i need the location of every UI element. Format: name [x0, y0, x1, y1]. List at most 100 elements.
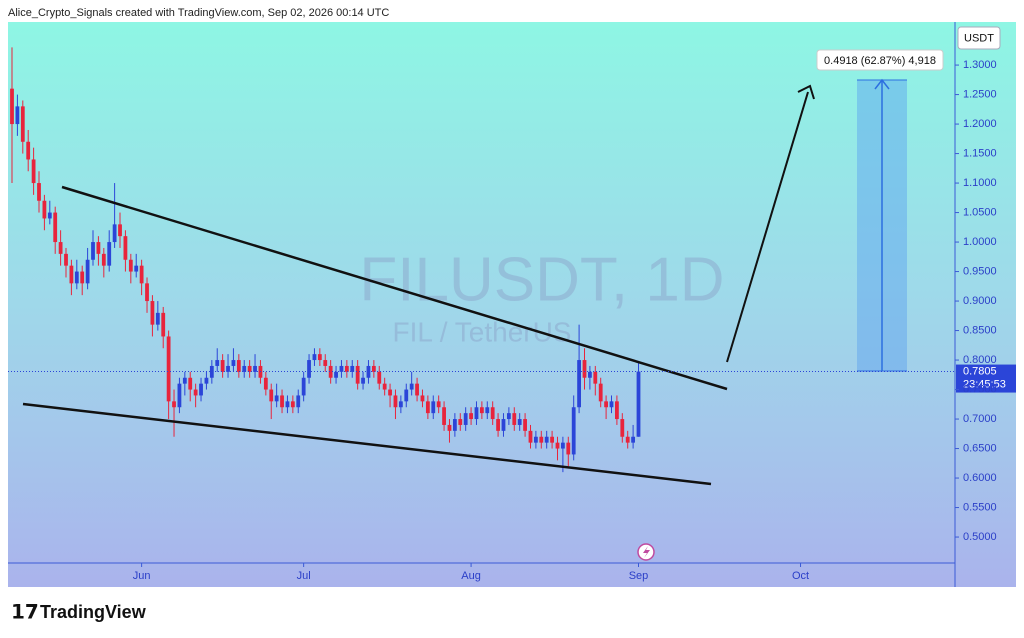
candle-body	[339, 365, 344, 372]
candle-body	[566, 442, 571, 455]
candle-body	[96, 242, 101, 254]
candle-body	[215, 360, 220, 366]
y-tick-label: 0.5500	[963, 501, 997, 513]
candle-body	[415, 383, 419, 396]
candle-body	[533, 436, 538, 443]
candle-body	[388, 389, 392, 396]
candle-body	[134, 265, 139, 272]
y-tick-label: 0.9500	[963, 265, 997, 277]
candle-body	[47, 212, 52, 219]
candle-body	[431, 401, 436, 414]
candle-body	[209, 365, 214, 378]
candle-body	[598, 383, 603, 402]
y-tick-label: 0.7000	[963, 413, 997, 425]
candle-body	[312, 354, 317, 361]
y-axis-label: USDT	[964, 32, 994, 44]
candle-body	[512, 413, 517, 425]
candle-body	[80, 271, 85, 284]
candle-body	[463, 413, 468, 425]
candle-body	[101, 253, 106, 266]
currency-box	[957, 26, 1001, 50]
arrow-head	[797, 84, 815, 100]
candle-body	[350, 365, 355, 372]
candle-body	[382, 383, 387, 390]
candle-body	[609, 401, 614, 408]
trend-line-lower	[22, 402, 712, 486]
candle-body	[479, 407, 484, 414]
last-price-label: 0.7805	[963, 365, 997, 377]
candle-body	[560, 442, 565, 449]
x-tick-label: Aug	[461, 570, 481, 582]
candle-body	[334, 371, 338, 378]
candle-body	[398, 401, 403, 408]
measure-arrow-head	[874, 78, 890, 90]
header-text: Alice_Crypto_Signals created with Tradin…	[8, 7, 389, 19]
candle-body	[112, 224, 117, 243]
candle-body	[631, 436, 636, 443]
y-tick-label: 1.0500	[963, 206, 997, 218]
candle-body	[280, 395, 284, 408]
candles	[10, 47, 641, 473]
candle-body	[31, 159, 36, 184]
candle-body	[420, 395, 425, 402]
candle-body	[371, 365, 376, 372]
candle-body	[247, 365, 252, 372]
candle-body	[528, 430, 533, 443]
x-tick-label: Jun	[133, 570, 151, 582]
candle-body	[150, 301, 155, 325]
candle-body	[625, 436, 630, 443]
y-tick-label: 0.9000	[963, 295, 997, 307]
y-tick-label: 1.1000	[963, 177, 997, 189]
candle-body	[10, 88, 14, 125]
candle-body	[539, 436, 544, 443]
candle-body	[220, 360, 225, 372]
candle-body	[42, 200, 47, 219]
candle-body	[604, 401, 608, 408]
candle-body	[404, 389, 409, 402]
candle-body	[593, 371, 598, 384]
candle-body	[188, 377, 193, 390]
candle-body	[118, 224, 122, 237]
candle-body	[544, 436, 549, 443]
candle-body	[377, 371, 382, 384]
candle-body	[323, 360, 328, 366]
candle-body	[204, 377, 209, 384]
candle-body	[193, 389, 198, 396]
candle-body	[139, 265, 144, 284]
y-tick-label: 0.5000	[963, 531, 997, 543]
y-tick-label: 0.6500	[963, 442, 997, 454]
y-tick-label: 0.6000	[963, 472, 997, 484]
candle-body	[15, 106, 20, 125]
candle-body	[458, 419, 463, 425]
candle-body	[290, 401, 295, 408]
x-tick-label: Oct	[792, 570, 809, 582]
y-tick-label: 1.2000	[963, 118, 997, 130]
candle-body	[236, 360, 241, 372]
candle-body	[155, 312, 160, 325]
candle-body	[636, 371, 641, 437]
candle-body	[226, 365, 230, 372]
logo-mark: 𝟭𝟳	[11, 601, 39, 623]
candle-body	[577, 360, 581, 408]
candle-body	[523, 419, 527, 431]
candle-body	[263, 377, 268, 390]
y-tick-label: 1.2500	[963, 88, 997, 100]
candle-body	[269, 389, 274, 402]
arrow-line	[726, 91, 809, 363]
candle-body	[26, 141, 31, 160]
y-tick-label: 1.1500	[963, 147, 997, 159]
candle-body	[53, 212, 58, 243]
candle-body	[550, 436, 554, 443]
candle-body	[123, 236, 128, 260]
candle-body	[128, 259, 133, 272]
candle-body	[20, 106, 25, 142]
last-price-box	[956, 364, 1016, 393]
candle-body	[296, 395, 301, 408]
candle-body	[37, 183, 41, 201]
measure-label-box	[816, 49, 944, 71]
trend-line-upper	[61, 185, 728, 391]
candle-body	[587, 371, 592, 378]
candle-body	[285, 401, 290, 408]
